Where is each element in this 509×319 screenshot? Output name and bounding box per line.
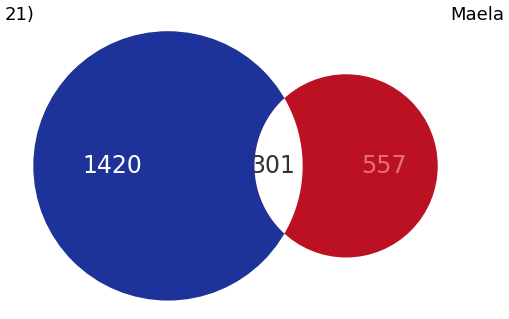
Text: Maela: Maela (450, 6, 504, 24)
Text: 557: 557 (361, 154, 407, 178)
Circle shape (255, 75, 437, 257)
Circle shape (34, 32, 302, 300)
Text: 301: 301 (250, 154, 295, 178)
Text: 21): 21) (5, 6, 35, 24)
Polygon shape (255, 99, 302, 233)
Text: 1420: 1420 (82, 154, 142, 178)
